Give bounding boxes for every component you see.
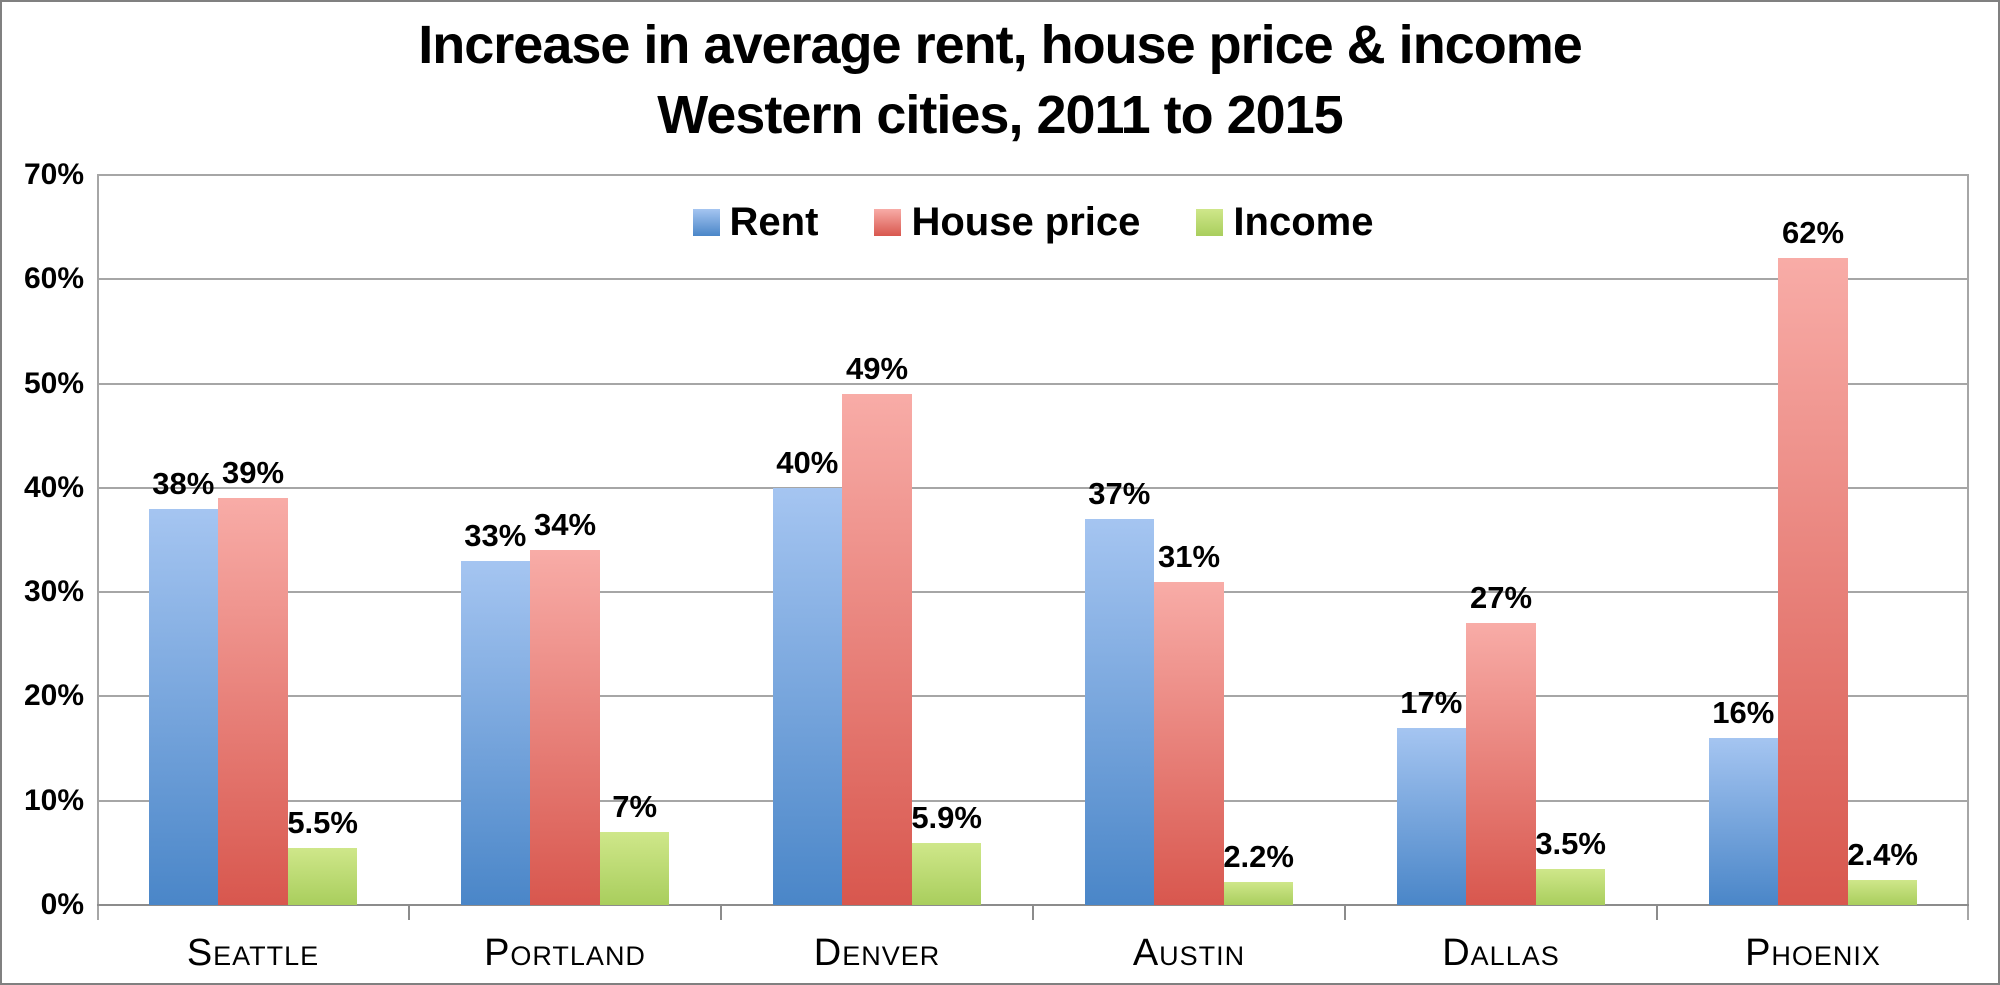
legend-item-income: Income bbox=[1196, 202, 1373, 242]
bar-austin-house-price bbox=[1154, 581, 1224, 905]
bar-denver-house-price bbox=[842, 394, 912, 905]
x-axis-label-seattle: Seattle bbox=[186, 932, 320, 974]
chart-title: Increase in average rent, house price & … bbox=[2, 10, 1998, 150]
bar-phoenix-rent bbox=[1708, 738, 1779, 905]
y-axis-label-50: 50% bbox=[23, 366, 84, 400]
legend-swatch-income bbox=[1196, 208, 1224, 236]
legend-label-rent: Rent bbox=[729, 200, 819, 244]
bar-label-austin-house-price: 31% bbox=[1157, 538, 1221, 574]
bar-portland-income bbox=[599, 832, 670, 905]
bar-seattle-rent bbox=[148, 508, 219, 905]
x-axis-tick bbox=[720, 905, 722, 920]
gridline-30 bbox=[97, 591, 1969, 594]
bar-label-seattle-rent: 38% bbox=[152, 465, 215, 501]
bar-seattle-income bbox=[287, 847, 358, 905]
bar-seattle-house-price bbox=[218, 498, 288, 905]
bar-label-seattle-income: 5.5% bbox=[287, 804, 358, 840]
chart-title-line-2: Western cities, 2011 to 2015 bbox=[657, 85, 1343, 145]
gridline-20 bbox=[97, 695, 1969, 698]
bar-phoenix-income bbox=[1847, 879, 1918, 905]
gridline-70 bbox=[97, 174, 1969, 176]
chart-title-line-1: Increase in average rent, house price & … bbox=[418, 15, 1583, 75]
x-axis-tick bbox=[1344, 905, 1346, 920]
gridline-10 bbox=[97, 799, 1969, 802]
y-axis-label-70: 70% bbox=[23, 158, 84, 191]
legend-item-rent: Rent bbox=[692, 200, 819, 244]
plot-area: 38% 39% 5.5% 33% 34% 7% 40% 49% 5.9% 37% 31% 2.2% 17… bbox=[97, 174, 1969, 920]
bar-denver-income bbox=[911, 843, 982, 905]
bar-label-dallas-rent: 17% bbox=[1400, 684, 1463, 720]
bar-label-seattle-house-price: 39% bbox=[221, 455, 285, 491]
legend-swatch-house-price bbox=[874, 208, 902, 236]
legend-item-house-price: House price bbox=[874, 202, 1140, 242]
bar-label-dallas-income: 3.5% bbox=[1535, 825, 1606, 861]
x-axis-label-phoenix: Phoenix bbox=[1745, 932, 1881, 974]
y-axis-label-40: 40% bbox=[23, 470, 84, 504]
bar-label-austin-rent: 37% bbox=[1088, 476, 1151, 512]
x-axis-tick bbox=[1032, 905, 1034, 920]
y-axis-label-20: 20% bbox=[23, 679, 84, 713]
bar-label-phoenix-income: 2.4% bbox=[1847, 836, 1918, 872]
y-axis-line bbox=[97, 175, 99, 920]
gridline-60 bbox=[97, 278, 1969, 281]
bar-austin-rent bbox=[1084, 519, 1155, 905]
x-axis-label-dallas: Dallas bbox=[1442, 932, 1560, 974]
bar-denver-rent bbox=[772, 487, 843, 905]
bar-austin-income bbox=[1223, 882, 1294, 905]
y-axis-label-0: 0% bbox=[40, 888, 84, 921]
bar-label-austin-income: 2.2% bbox=[1223, 839, 1294, 875]
legend: Rent House price Income bbox=[97, 194, 1969, 250]
bar-label-phoenix-house-price: 62% bbox=[1781, 215, 1845, 251]
bar-label-denver-income: 5.9% bbox=[911, 800, 982, 836]
x-axis-tick bbox=[1656, 905, 1658, 920]
legend-swatch-rent bbox=[692, 208, 720, 236]
x-axis-tick bbox=[408, 905, 410, 920]
y-axis-label-10: 10% bbox=[23, 783, 84, 817]
x-axis-label-austin: Austin bbox=[1132, 932, 1246, 974]
bar-label-portland-house-price: 34% bbox=[533, 507, 597, 543]
bar-dallas-rent bbox=[1396, 727, 1467, 905]
y-axis-label-30: 30% bbox=[23, 575, 84, 609]
bar-phoenix-house-price bbox=[1778, 258, 1848, 905]
bar-label-portland-rent: 33% bbox=[464, 517, 527, 553]
bar-dallas-house-price bbox=[1466, 623, 1536, 905]
legend-label-income: Income bbox=[1233, 200, 1374, 244]
legend-label-house-price: House price bbox=[911, 200, 1141, 244]
gridline-40 bbox=[97, 486, 1969, 489]
gridline-50 bbox=[97, 382, 1969, 385]
bar-label-denver-rent: 40% bbox=[776, 444, 839, 480]
bar-label-denver-house-price: 49% bbox=[845, 351, 909, 386]
plot-right-border bbox=[1967, 175, 1969, 920]
x-axis-label-portland: Portland bbox=[484, 932, 646, 974]
bar-portland-rent bbox=[460, 560, 531, 905]
bar-label-phoenix-rent: 16% bbox=[1712, 695, 1775, 731]
bar-portland-house-price bbox=[530, 550, 600, 905]
bar-dallas-income bbox=[1535, 868, 1606, 905]
y-axis-label-60: 60% bbox=[23, 262, 84, 296]
bar-label-dallas-house-price: 27% bbox=[1469, 580, 1533, 616]
bar-label-portland-income: 7% bbox=[612, 789, 658, 824]
x-axis-label-denver: Denver bbox=[813, 932, 941, 974]
